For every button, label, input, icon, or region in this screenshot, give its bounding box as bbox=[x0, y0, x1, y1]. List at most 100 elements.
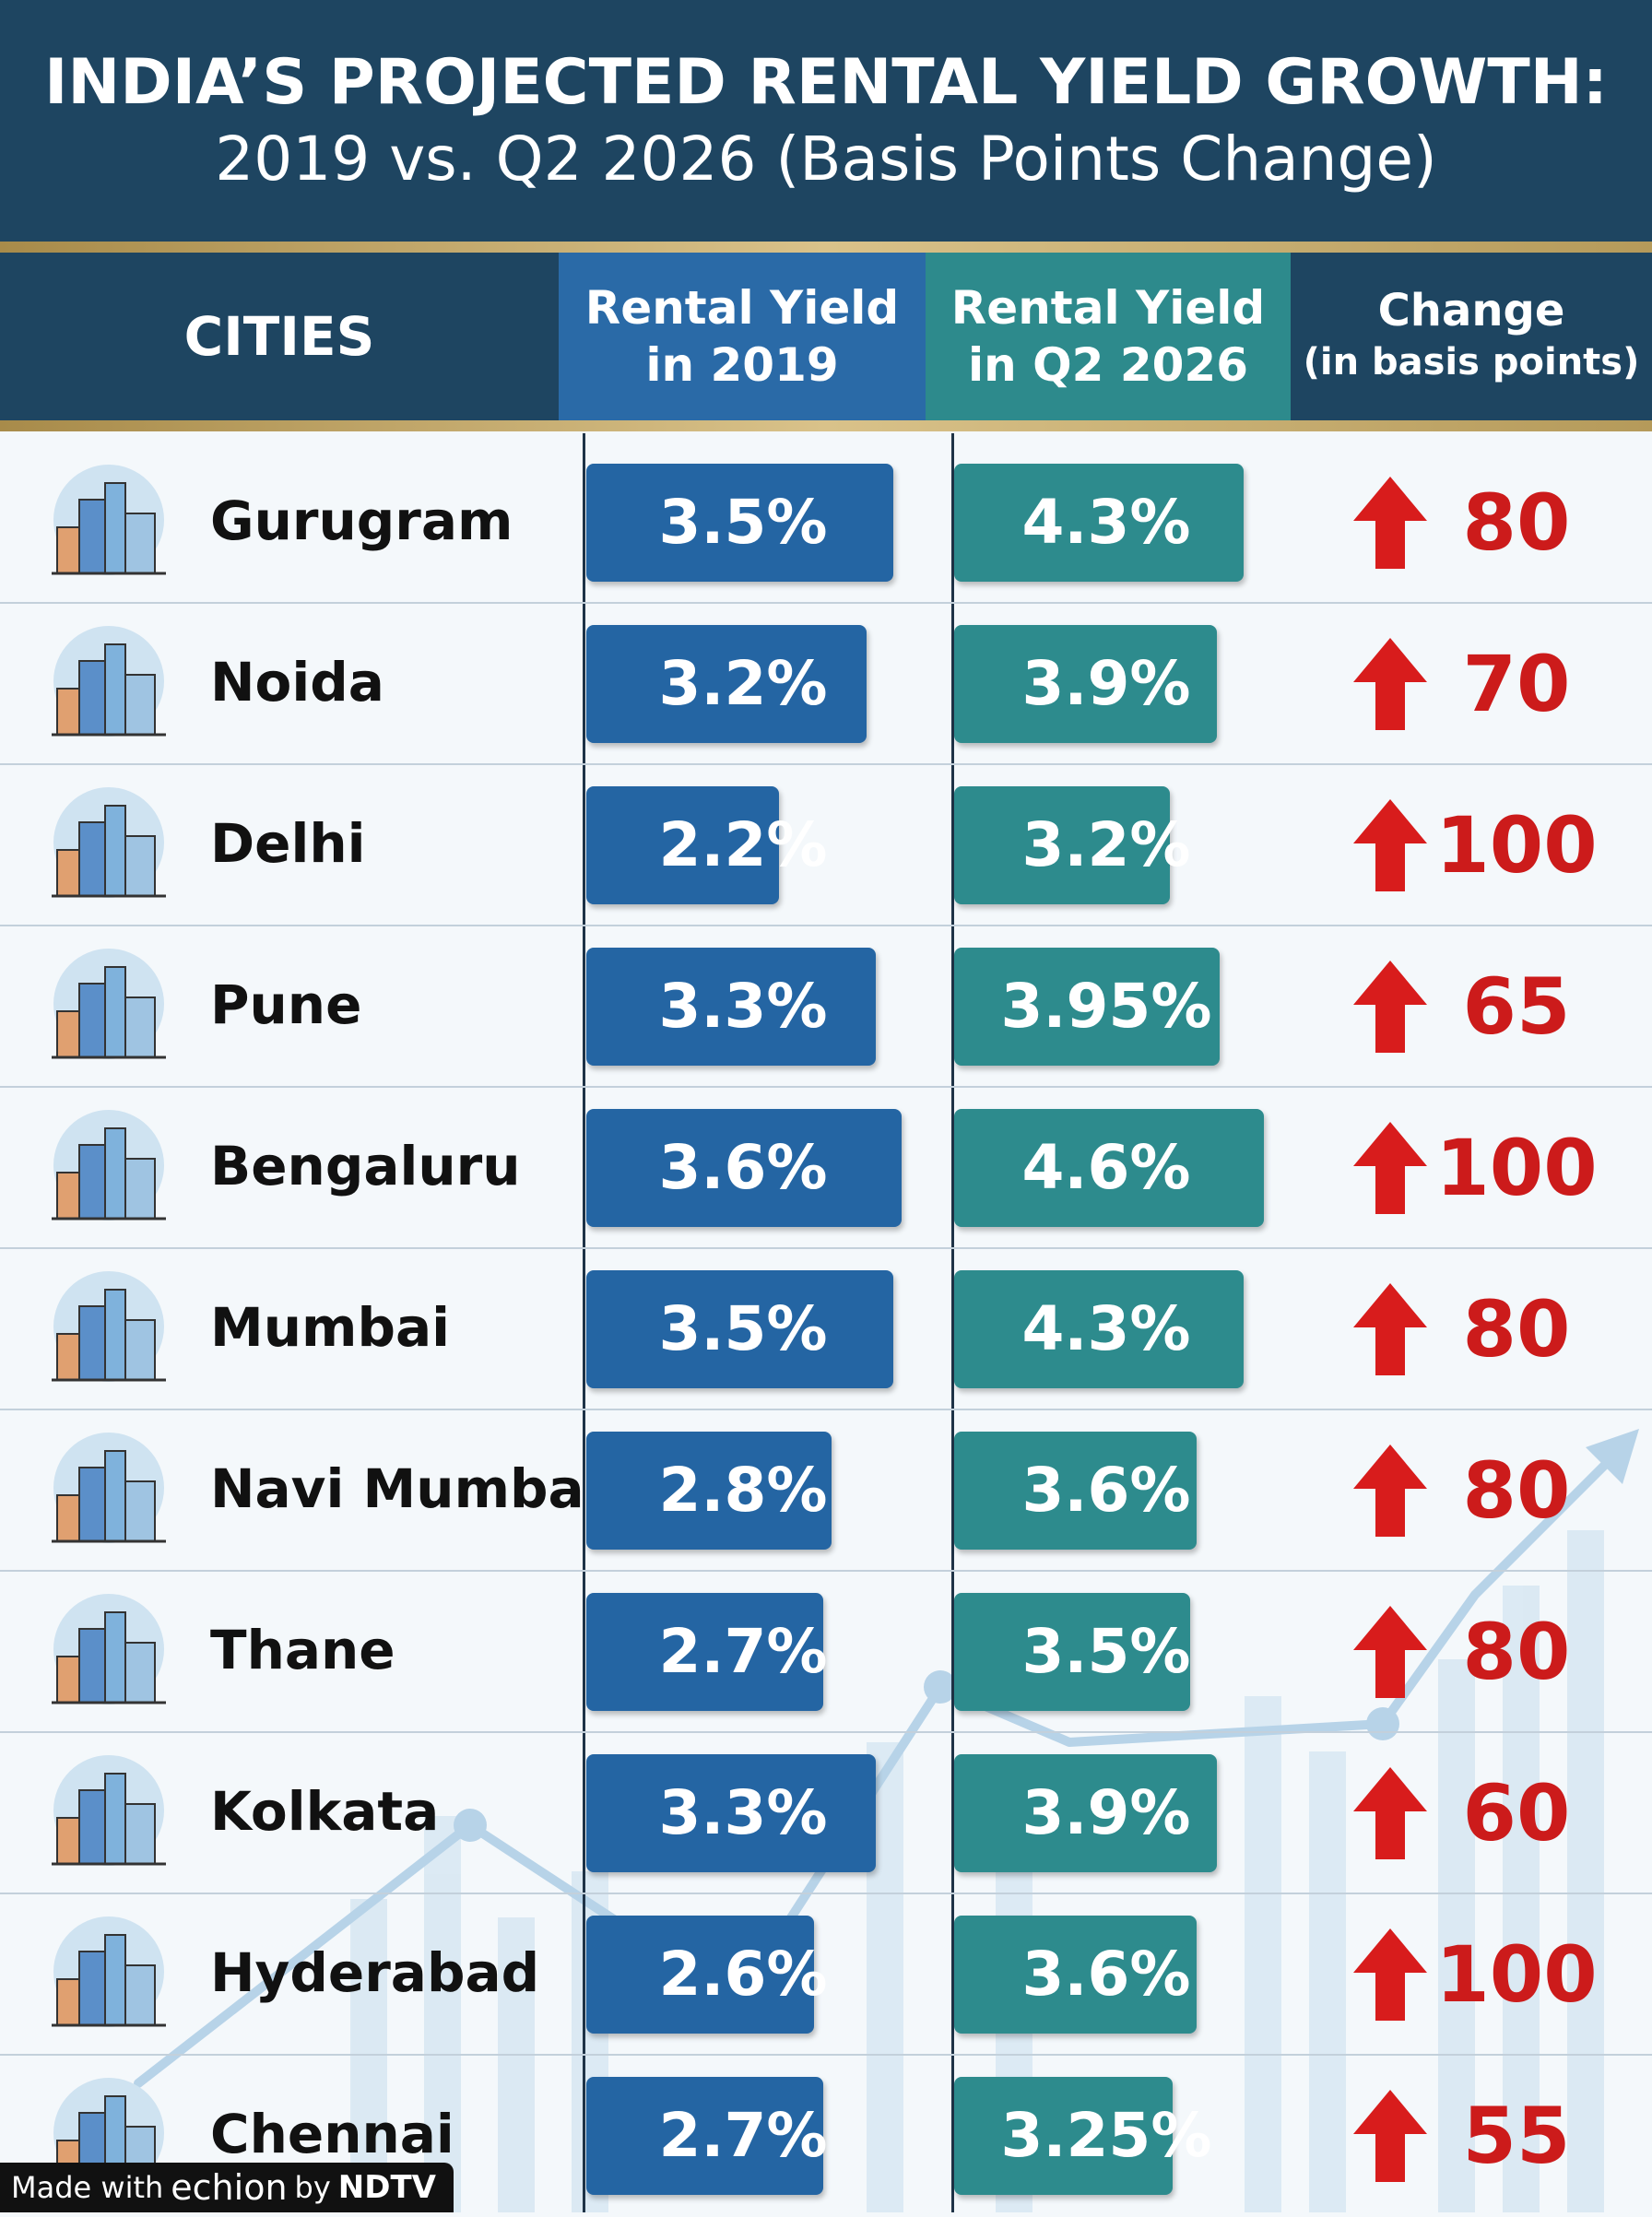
office-building-icon bbox=[52, 1594, 166, 1704]
change-value: 55 bbox=[1462, 2091, 1571, 2181]
bar-2026 bbox=[954, 1754, 1217, 1872]
column-header-2019-line1: Rental Yield bbox=[584, 281, 900, 335]
column-header-change: Change (in basis points) bbox=[1291, 253, 1652, 420]
row-divider bbox=[0, 763, 1652, 765]
bar-2026 bbox=[954, 1109, 1264, 1227]
up-arrow-icon bbox=[1353, 1445, 1427, 1537]
column-header-cities: CITIES bbox=[0, 253, 559, 420]
city-name: Thane bbox=[210, 1619, 395, 1681]
header-divider bbox=[0, 242, 1652, 253]
office-towers-icon bbox=[52, 626, 166, 737]
bar-label-2026: 4.6% bbox=[1021, 1132, 1191, 1203]
city-name: Navi Mumbai bbox=[210, 1457, 603, 1520]
chart-subtitle: 2019 vs. Q2 2026 (Basis Points Change) bbox=[215, 124, 1437, 195]
echion-logo: echion bbox=[171, 2167, 288, 2208]
up-arrow-icon bbox=[1353, 1122, 1427, 1214]
bar-label-2019: 3.3% bbox=[658, 971, 828, 1042]
city-name: Kolkata bbox=[210, 1780, 440, 1843]
bar-2019 bbox=[586, 1270, 893, 1388]
bar-2026 bbox=[954, 1432, 1197, 1550]
city-name: Noida bbox=[210, 651, 384, 713]
column-header-2019: Rental Yield in 2019 bbox=[559, 253, 926, 420]
bar-label-2026: 3.25% bbox=[1000, 2100, 1212, 2171]
bar-2026 bbox=[954, 1916, 1197, 2034]
bar-label-2026: 3.9% bbox=[1021, 1777, 1191, 1848]
by-label: by bbox=[294, 2170, 331, 2205]
table-row: Kolkata 3.3% 3.9% 60 bbox=[0, 1733, 1652, 1894]
skyscrapers-icon bbox=[52, 465, 166, 575]
bar-label-2026: 3.5% bbox=[1021, 1616, 1191, 1687]
change-value: 80 bbox=[1462, 1445, 1571, 1536]
chart-title: INDIA’S PROJECTED RENTAL YIELD GROWTH: bbox=[44, 46, 1608, 119]
table-row: Bengaluru 3.6% 4.6% 100 bbox=[0, 1088, 1652, 1249]
up-arrow-icon bbox=[1353, 1928, 1427, 2021]
bar-label-2019: 2.6% bbox=[658, 1939, 828, 2010]
city-name: Pune bbox=[210, 973, 362, 1036]
bar-label-2019: 3.5% bbox=[658, 487, 828, 558]
table-row: Thane 2.7% 3.5% 80 bbox=[0, 1572, 1652, 1733]
bar-label-2019: 3.3% bbox=[658, 1777, 828, 1848]
table-row: Hyderabad 2.6% 3.6% 100 bbox=[0, 1894, 1652, 2056]
column-separator-1 bbox=[583, 433, 585, 2212]
bar-2026 bbox=[954, 464, 1244, 582]
bar-2026 bbox=[954, 2077, 1173, 2195]
bar-2019 bbox=[586, 2077, 823, 2195]
row-divider bbox=[0, 602, 1652, 604]
bar-2026 bbox=[954, 625, 1217, 743]
up-arrow-icon bbox=[1353, 961, 1427, 1053]
row-divider bbox=[0, 1247, 1652, 1249]
highrise-icon bbox=[52, 1271, 166, 1382]
up-arrow-icon bbox=[1353, 2090, 1427, 2182]
bar-label-2019: 3.5% bbox=[658, 1293, 828, 1364]
bar-2019 bbox=[586, 786, 779, 904]
bar-label-2019: 2.8% bbox=[658, 1455, 828, 1526]
made-with-badge[interactable]: Made with echion by NDTV bbox=[0, 2163, 454, 2212]
row-divider bbox=[0, 1086, 1652, 1088]
up-arrow-icon bbox=[1353, 799, 1427, 891]
made-with-label: Made with bbox=[11, 2170, 164, 2205]
city-name: Gurugram bbox=[210, 489, 513, 552]
tower-cluster-icon bbox=[52, 1110, 166, 1221]
bar-2019 bbox=[586, 1754, 876, 1872]
change-value: 100 bbox=[1435, 1123, 1598, 1213]
table-row: Navi Mumbai 2.8% 3.6% 80 bbox=[0, 1410, 1652, 1572]
table-row: Delhi 2.2% 3.2% 100 bbox=[0, 765, 1652, 926]
city-name: Mumbai bbox=[210, 1296, 450, 1359]
change-value: 100 bbox=[1435, 1929, 1598, 2020]
row-divider bbox=[0, 2054, 1652, 2056]
bar-label-2019: 2.7% bbox=[658, 2100, 828, 2171]
change-value: 65 bbox=[1462, 961, 1571, 1052]
bar-label-2019: 3.2% bbox=[658, 648, 828, 719]
up-arrow-icon bbox=[1353, 1606, 1427, 1698]
column-header-change-line2: (in basis points) bbox=[1303, 341, 1640, 383]
city-name: Chennai bbox=[210, 2103, 454, 2165]
residential-towers-icon bbox=[52, 1433, 166, 1543]
bar-label-2026: 3.2% bbox=[1021, 809, 1191, 880]
change-value: 60 bbox=[1462, 1768, 1571, 1858]
bar-label-2026: 3.6% bbox=[1021, 1455, 1191, 1526]
column-header-2026-line2: in Q2 2026 bbox=[967, 338, 1248, 392]
clock-tower-icon bbox=[52, 1755, 166, 1866]
table-row: Chennai 2.7% 3.25% 55 bbox=[0, 2056, 1652, 2217]
bar-2019 bbox=[586, 1593, 823, 1711]
monument-dome-icon bbox=[52, 787, 166, 898]
row-divider bbox=[0, 925, 1652, 926]
bar-label-2026: 3.9% bbox=[1021, 648, 1191, 719]
column-header-2019-line2: in 2019 bbox=[645, 338, 839, 392]
bar-label-2026: 4.3% bbox=[1021, 1293, 1191, 1364]
ndtv-logo: NDTV bbox=[337, 2169, 436, 2206]
change-value: 100 bbox=[1435, 800, 1598, 890]
bar-2026 bbox=[954, 1270, 1244, 1388]
bar-2019 bbox=[586, 1432, 832, 1550]
table-row: Mumbai 3.5% 4.3% 80 bbox=[0, 1249, 1652, 1410]
bar-label-2026: 3.6% bbox=[1021, 1939, 1191, 2010]
charminar-icon bbox=[52, 1916, 166, 2027]
bar-label-2019: 3.6% bbox=[658, 1132, 828, 1203]
bar-2026 bbox=[954, 786, 1170, 904]
bar-2026 bbox=[954, 948, 1220, 1066]
bar-label-2019: 2.7% bbox=[658, 1616, 828, 1687]
up-arrow-icon bbox=[1353, 1767, 1427, 1859]
table-header-divider bbox=[0, 420, 1652, 431]
city-name: Delhi bbox=[210, 812, 366, 875]
bar-label-2026: 4.3% bbox=[1021, 487, 1191, 558]
